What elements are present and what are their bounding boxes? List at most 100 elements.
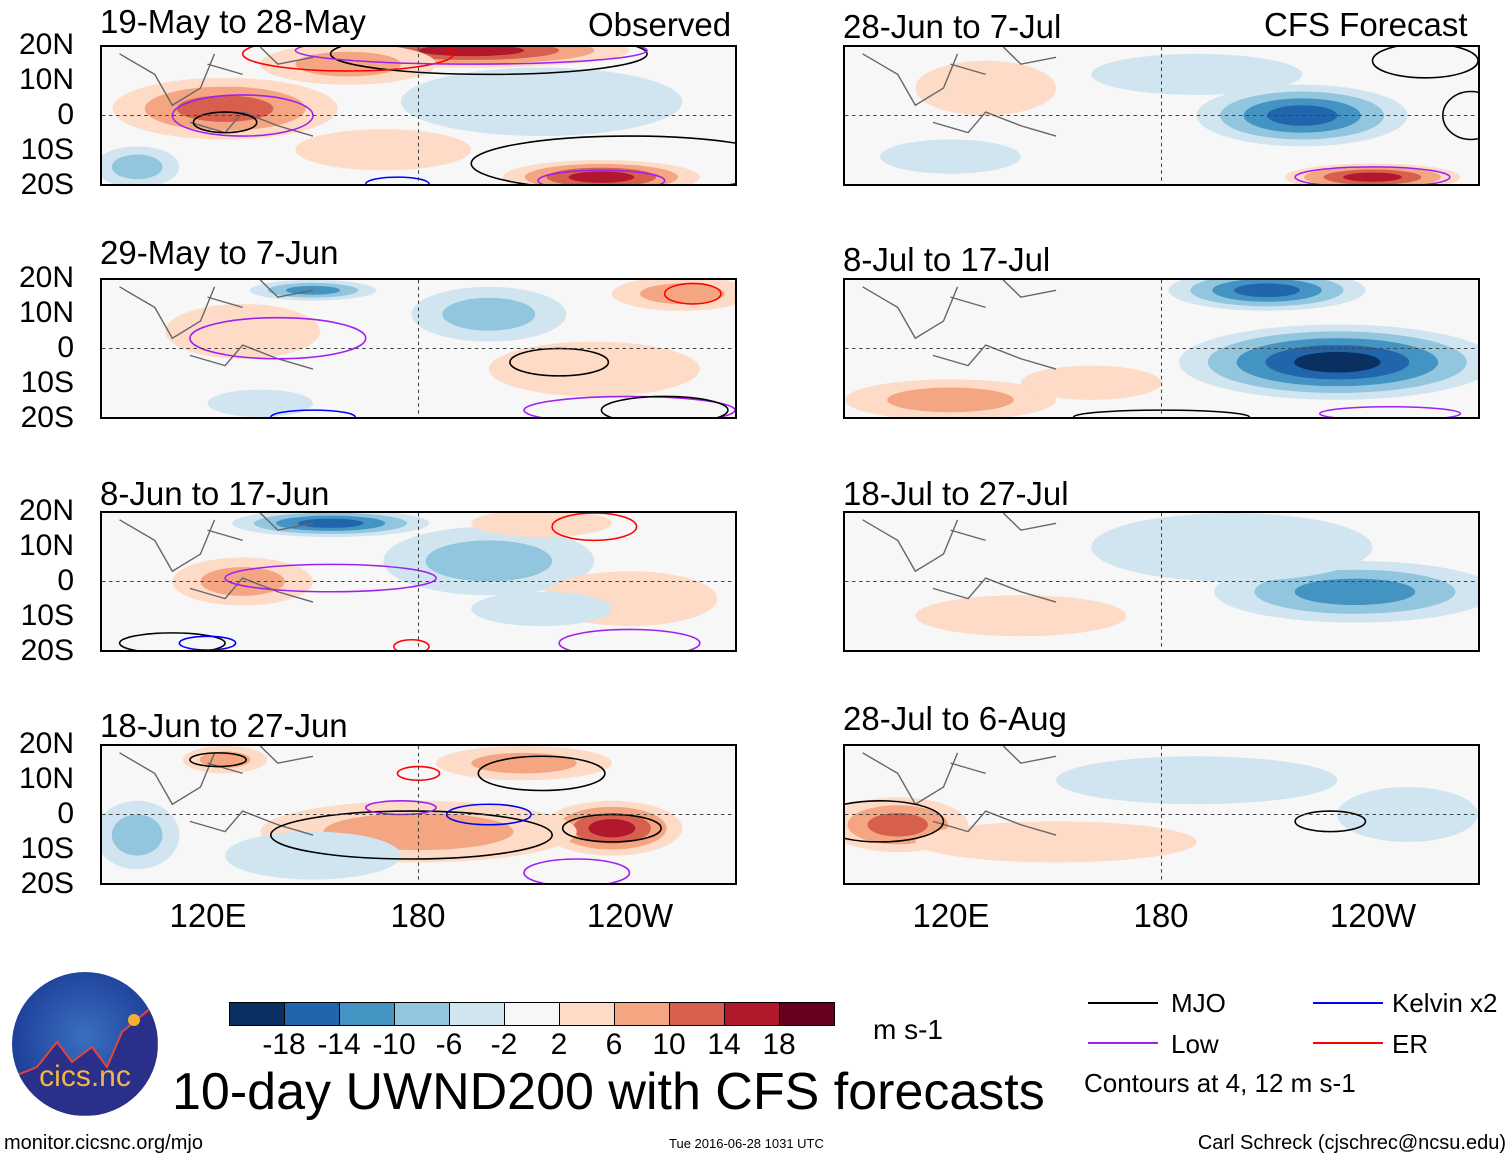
colorbar-swatch (285, 1003, 340, 1025)
lat-tick-label: 10S (20, 133, 74, 166)
anomaly-shading (1343, 172, 1402, 182)
anomaly-shading (295, 129, 472, 171)
wave-contour (224, 563, 437, 593)
lat-tick-label: 20N (18, 727, 74, 760)
lat-tick-label: 20N (18, 494, 74, 527)
lat-tick-label: 20N (18, 261, 74, 294)
wave-contour (600, 395, 729, 417)
lat-tick-label: 10S (20, 599, 74, 632)
lon-tick-label: 180 (1133, 897, 1189, 934)
wave-contour (1318, 405, 1462, 417)
legend-line-er (1313, 1042, 1383, 1044)
panel-title: 8-Jul to 17-Jul (843, 241, 1051, 278)
lat-tick-label: 20S (20, 634, 74, 667)
anomaly-shading (915, 60, 1056, 116)
colorbar-swatch (615, 1003, 670, 1025)
anomaly-shading (1056, 756, 1338, 805)
wave-contour (189, 316, 367, 360)
anomaly-shading (297, 518, 364, 528)
colorbar-tick-label: 6 (605, 1028, 623, 1061)
wave-contour (329, 47, 648, 76)
lon-tick-label: 180 (390, 897, 446, 934)
footer-url[interactable]: monitor.cicsnc.org/mjo (4, 1132, 203, 1154)
anomaly-shading (915, 821, 1197, 863)
panel-title: 18-Jul to 27-Jul (843, 475, 1069, 512)
colorbar-swatch (230, 1003, 285, 1025)
anomaly-shading (1091, 53, 1303, 95)
colorbar-tick-label: -2 (490, 1028, 518, 1061)
wave-contour (192, 111, 258, 134)
anomaly-shading (471, 752, 577, 774)
coastline (862, 513, 1057, 603)
colorbar-tick-label: 2 (550, 1028, 568, 1061)
panel-title: 18-Jun to 27-Jun (100, 707, 348, 744)
figure-title: 10-day UWND200 with CFS forecasts (172, 1063, 1045, 1121)
lat-tick-label: 10S (20, 832, 74, 865)
colorbar-tick-label: 14 (707, 1028, 741, 1061)
wave-contour (663, 282, 722, 305)
colorbar-swatch (725, 1003, 780, 1025)
coastline (119, 47, 314, 137)
anomaly-shading (418, 47, 524, 57)
anomaly-shading (867, 813, 928, 837)
lat-tick-label: 0 (57, 564, 74, 597)
lat-tick-label: 10N (18, 529, 74, 562)
coastline (862, 47, 1057, 137)
anomaly-shading (1091, 513, 1373, 582)
logo: cics.nc (12, 972, 158, 1116)
anomaly-shading (588, 819, 636, 838)
legend-label-kelvin: Kelvin x2 (1392, 988, 1498, 1018)
wave-contour (551, 513, 638, 542)
contour-note: Contours at 4, 12 m s-1 (1084, 1068, 1356, 1098)
map-panel (843, 45, 1480, 186)
anomaly-shading (442, 297, 536, 331)
coastline (862, 280, 1057, 370)
panel-title: 28-Jun to 7-Jul (843, 8, 1062, 45)
anomaly-shading (1294, 351, 1381, 373)
anomaly-shading (471, 591, 612, 627)
colorbar-tick-label: -18 (262, 1028, 306, 1061)
colorbar-tick-label: -6 (435, 1028, 463, 1061)
colorbar-swatch (780, 1003, 834, 1025)
wave-contour (1294, 166, 1451, 184)
panel-title: 29-May to 7-Jun (100, 234, 339, 271)
panel-title: 19-May to 28-May (100, 3, 366, 40)
wave-contour (1294, 810, 1367, 833)
anomaly-shading (887, 387, 1014, 413)
logo-text: cics.nc (39, 1060, 131, 1093)
colorbar (229, 1002, 835, 1026)
wave-contour (1072, 409, 1251, 417)
footer-credit: Carl Schreck (cjschrec@ncsu.edu) (1197, 1132, 1506, 1154)
wave-contour (118, 632, 226, 650)
map-panel (843, 744, 1480, 885)
colorbar-tick-label: 10 (652, 1028, 686, 1061)
lat-tick-label: 20S (20, 867, 74, 900)
legend-line-kelvin (1313, 1002, 1383, 1004)
anomaly-shading (425, 540, 553, 582)
anomaly-shading (400, 67, 683, 137)
lat-tick-label: 0 (57, 331, 74, 364)
anomaly-shading (1234, 283, 1300, 298)
lat-tick-label: 0 (57, 797, 74, 830)
wave-contour (1371, 47, 1478, 79)
footer-timestamp: Tue 2016-06-28 1031 UTC (669, 1136, 824, 1151)
colorbar-swatch (340, 1003, 395, 1025)
lat-tick-label: 0 (57, 98, 74, 131)
wave-contour (393, 638, 430, 650)
coastline (119, 280, 314, 370)
anomaly-shading (471, 513, 612, 537)
wave-contour (270, 409, 356, 417)
anomaly-shading (111, 154, 163, 180)
lat-tick-label: 20S (20, 168, 74, 201)
panel-title: 8-Jun to 17-Jun (100, 475, 330, 512)
anomaly-shading (111, 814, 163, 856)
colorbar-units: m s-1 (873, 1014, 943, 1045)
observed-header: Observed (588, 6, 732, 43)
wave-contour (189, 752, 247, 768)
colorbar-tick-label: -14 (317, 1028, 361, 1061)
anomaly-shading (880, 139, 1021, 174)
map-panel (100, 511, 737, 652)
anomaly-shading (640, 283, 725, 304)
wave-contour (241, 47, 455, 72)
